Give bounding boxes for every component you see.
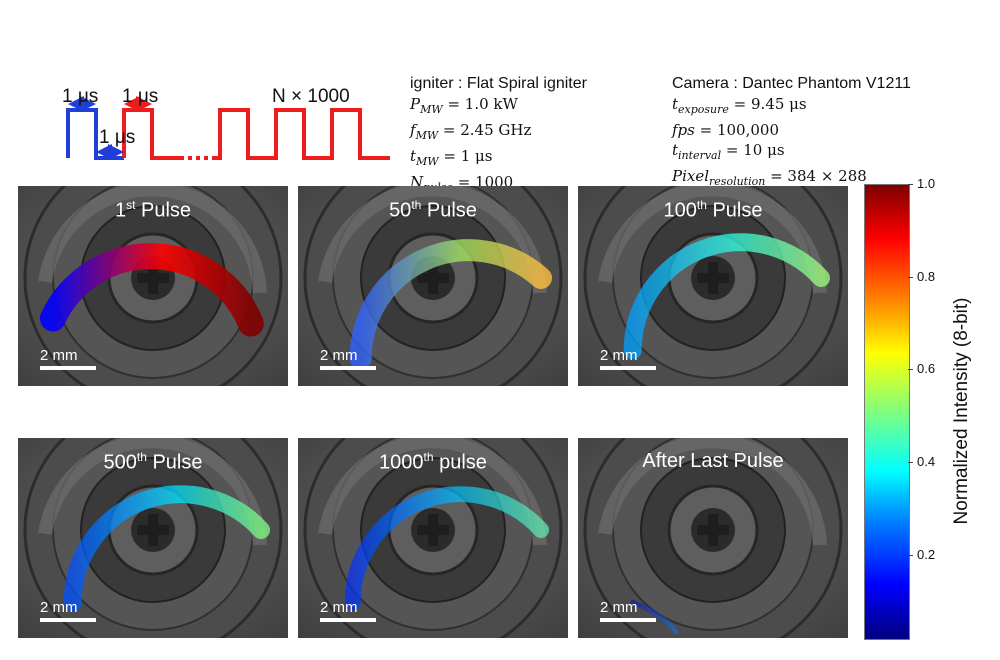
colorbar-axis-label: Normalized Intensity (8-bit) [951, 297, 972, 525]
panel-title-text: Pulse [146, 451, 203, 474]
param-value: = 9.45 μs [728, 95, 807, 113]
param-value: = 1.0 kW [442, 95, 518, 113]
pulse-count-label: N × 1000 [272, 86, 350, 107]
scale-bar [40, 618, 96, 622]
param-value: = 10 μs [721, 141, 785, 159]
colorbar-tick-label: 0.4 [917, 454, 936, 469]
panel-title: 1000th pulse [298, 450, 568, 475]
param-symbol: t [410, 147, 417, 165]
pulse-number: 1000 [379, 451, 424, 474]
scale-bar [40, 366, 96, 370]
param-subscript: resolution [709, 175, 766, 188]
pulse-number: 100 [663, 199, 697, 222]
scale-bar-label: 2 mm [600, 347, 638, 364]
camera-param-line: tinterval = 10 μs [672, 140, 911, 166]
igniter-photo [18, 186, 288, 386]
camera-param-line: Pixelresolution = 384 × 288 [672, 166, 911, 192]
param-subscript: exposure [678, 103, 729, 116]
igniter-photo [578, 186, 848, 386]
pulse-train-trace [122, 108, 180, 160]
param-subscript: interval [678, 149, 722, 162]
panel-title: 50th Pulse [298, 198, 568, 223]
colorbar-tick [908, 462, 913, 463]
scale-bar-label: 2 mm [600, 599, 638, 616]
param-symbol: P [410, 95, 421, 113]
ordinal-suffix: th [136, 450, 147, 464]
pulse-width-label-2: 1 μs [122, 86, 159, 107]
pulse-image-panel: 50th Pulse 2 mm [298, 186, 568, 386]
pulse-train-diagram [66, 96, 390, 160]
panel-title: 100th Pulse [578, 198, 848, 223]
colorbar [864, 184, 910, 640]
ordinal-suffix: th [411, 198, 422, 212]
panel-title-text: Pulse [135, 199, 192, 222]
param-symbol: t [672, 95, 679, 113]
panel-title-text: Pulse [706, 199, 763, 222]
camera-parameters: Camera : Dantec Phantom V1211 texposure … [672, 74, 911, 192]
ordinal-suffix: th [696, 198, 707, 212]
camera-param-line: fps = 100,000 [672, 120, 911, 140]
param-value: = 2.45 GHz [438, 121, 532, 139]
param-value: = 1 μs [438, 147, 493, 165]
scale-bar-label: 2 mm [40, 599, 78, 616]
panel-title-text: pulse [433, 451, 487, 474]
pulse-number: 500 [103, 451, 137, 474]
igniter-photo [578, 438, 848, 638]
camera-param-line: texposure = 9.45 μs [672, 94, 911, 120]
pulse-number: 1 [114, 199, 127, 222]
ordinal-suffix: th [423, 450, 434, 464]
panel-title: 1st Pulse [18, 198, 288, 223]
scale-bar-label: 2 mm [40, 347, 78, 364]
param-value: = 384 × 288 [765, 167, 867, 185]
panel-title-text: Pulse [421, 199, 477, 222]
param-symbol: t [672, 141, 679, 159]
colorbar-tick-label: 1.0 [917, 176, 936, 191]
colorbar-tick [908, 184, 913, 185]
igniter-param-line: PMW = 1.0 kW [410, 94, 587, 120]
camera-heading: Camera : Dantec Phantom V1211 [672, 75, 911, 92]
pulse-image-panel: 500th Pulse 2 mm [18, 438, 288, 638]
param-symbol: Pixel [672, 167, 710, 185]
scale-bar-label: 2 mm [320, 347, 358, 364]
igniter-parameters: igniter : Flat Spiral igniter PMW = 1.0 … [410, 74, 587, 198]
pulse-width-label-1: 1 μs [62, 86, 99, 107]
pulse-gap-label: 1 μs [99, 127, 136, 148]
panel-title-text: After Last Pulse [642, 450, 784, 472]
param-symbol: f [410, 121, 416, 139]
pulse-image-panel: After Last Pulse 2 mm [578, 438, 848, 638]
colorbar-tick [908, 554, 913, 556]
pulse-image-panel: 1000th pulse 2 mm [298, 438, 568, 638]
colorbar-tick-label: 0.8 [917, 268, 936, 284]
igniter-photo [18, 438, 288, 638]
param-symbol: fps [672, 121, 695, 139]
igniter-photo [298, 186, 568, 386]
scale-bar [600, 618, 656, 622]
param-subscript: MW [415, 129, 439, 142]
colorbar-tick-label: 0.2 [917, 546, 936, 562]
scale-bar-label: 2 mm [320, 599, 358, 616]
ordinal-suffix: st [126, 198, 136, 212]
scale-bar [320, 366, 376, 370]
colorbar-tick [908, 369, 913, 371]
panel-title: 500th Pulse [18, 450, 288, 475]
panel-title: After Last Pulse [578, 450, 848, 473]
colorbar-tick [908, 276, 913, 278]
pulse-image-panel: 100th Pulse 2 mm [578, 186, 848, 386]
param-value: = 100,000 [694, 121, 779, 139]
igniter-param-line: tMW = 1 μs [410, 146, 587, 172]
pulse-image-panel: 1st Pulse 2 mm [18, 186, 288, 386]
param-subscript: MW [420, 103, 443, 116]
scale-bar [600, 366, 656, 370]
igniter-param-line: fMW = 2.45 GHz [410, 120, 587, 146]
param-subscript: MW [416, 155, 439, 168]
colorbar-tick-label: 0.6 [917, 361, 936, 377]
pulse-number: 50 [389, 199, 412, 222]
igniter-heading: igniter : Flat Spiral igniter [410, 75, 587, 92]
igniter-photo [298, 438, 568, 638]
scale-bar [320, 618, 376, 622]
